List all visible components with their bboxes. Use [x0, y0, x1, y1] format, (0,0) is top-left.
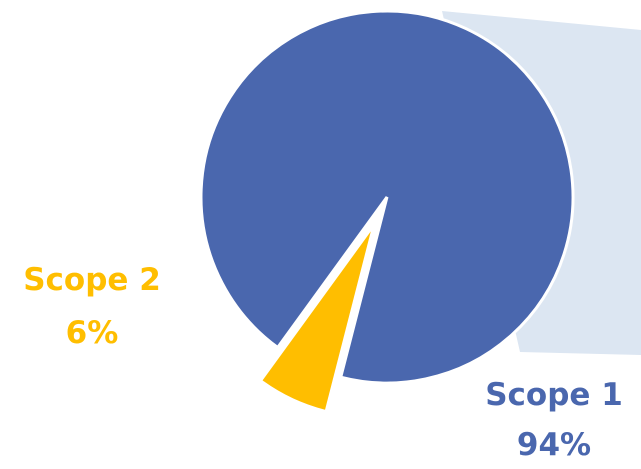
pie-slice-scope-1	[199, 9, 575, 385]
slice-value-scope-1: 94%	[517, 427, 591, 463]
slice-label-scope-1: Scope 1	[485, 377, 623, 413]
slice-label-scope-2: Scope 2	[23, 262, 161, 298]
pie-slice-scope-2	[262, 231, 371, 410]
slice-value-scope-2: 6%	[66, 315, 119, 351]
pie-slices	[199, 9, 575, 410]
